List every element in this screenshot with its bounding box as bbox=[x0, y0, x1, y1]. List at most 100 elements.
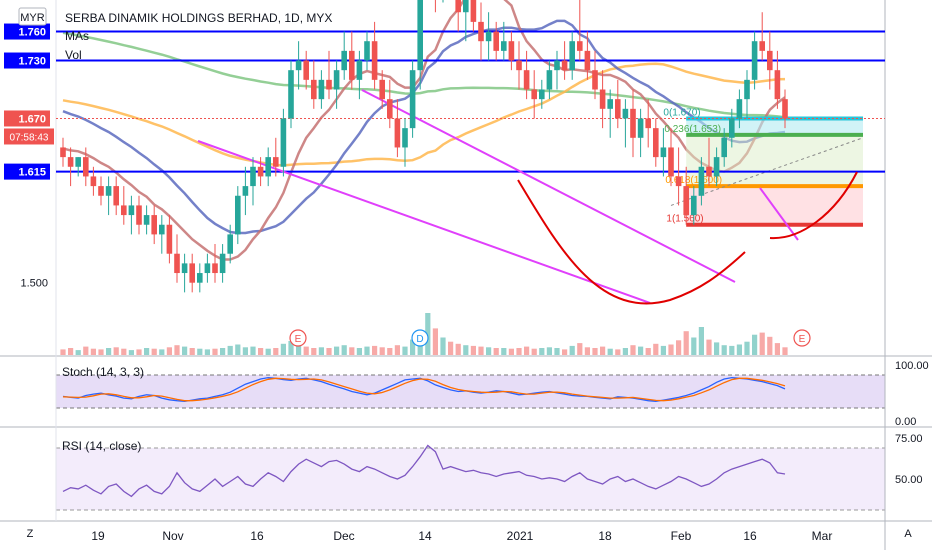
stoch-d-line bbox=[62, 377, 786, 402]
fib-label: 0.236(1.653) bbox=[664, 124, 721, 135]
volume-bar bbox=[463, 345, 469, 355]
candle-body bbox=[592, 70, 598, 90]
candle-body bbox=[470, 0, 477, 22]
last-price-badge bbox=[4, 110, 50, 127]
fib-label: 1(1.560) bbox=[666, 214, 703, 225]
candles bbox=[60, 0, 788, 293]
candle-body bbox=[584, 50, 591, 71]
volume-bar bbox=[402, 346, 408, 355]
candle-body bbox=[698, 166, 705, 196]
volume-bar bbox=[265, 348, 271, 355]
candle-body bbox=[615, 99, 621, 119]
stoch-tick: 100.00 bbox=[895, 360, 929, 372]
candle-body bbox=[166, 224, 173, 254]
candle-body bbox=[622, 108, 629, 119]
volume-bar bbox=[326, 348, 332, 355]
indicator-mas[interactable]: MAs bbox=[65, 29, 89, 43]
volume-bar bbox=[714, 342, 720, 355]
volume-bar bbox=[577, 343, 583, 355]
dividend-marker-label: D bbox=[416, 334, 423, 345]
candle-body bbox=[128, 205, 135, 216]
volume-bar bbox=[554, 348, 560, 355]
candle-body bbox=[311, 79, 317, 100]
candle-body bbox=[212, 263, 218, 274]
cup-target-curve bbox=[769, 171, 858, 240]
indicator-vol[interactable]: Vol bbox=[65, 48, 82, 62]
volume-bar bbox=[455, 343, 461, 355]
level-badge-text: 1.730 bbox=[18, 56, 46, 68]
candle-body bbox=[379, 79, 385, 100]
volume-bar bbox=[440, 337, 446, 355]
candle-body bbox=[637, 118, 644, 138]
volume-bar bbox=[151, 348, 157, 355]
candle-body bbox=[675, 176, 682, 187]
countdown-badge bbox=[4, 128, 54, 145]
volume-bar bbox=[486, 347, 492, 355]
volume-bar bbox=[113, 347, 119, 355]
candle-body bbox=[516, 60, 522, 71]
candle-body bbox=[569, 41, 575, 71]
candle-body bbox=[630, 108, 636, 138]
volume-bar bbox=[782, 347, 788, 355]
volume-bar bbox=[410, 339, 416, 355]
upper-channel-line bbox=[361, 89, 736, 283]
stoch-label[interactable]: Stoch (14, 3, 3) bbox=[62, 365, 144, 379]
oscillators bbox=[62, 376, 786, 498]
candle-body bbox=[554, 60, 560, 71]
stoch-tick: 0.00 bbox=[895, 416, 916, 428]
last-price-text: 1.670 bbox=[18, 113, 46, 125]
volume-bar bbox=[174, 345, 180, 355]
volume-bar bbox=[774, 343, 780, 355]
volume-bar bbox=[128, 350, 134, 355]
candle-body bbox=[561, 60, 568, 71]
fib-zone-2 bbox=[686, 186, 863, 225]
volume-bar bbox=[607, 348, 613, 355]
rsi-band bbox=[56, 448, 885, 510]
candle-body bbox=[349, 50, 355, 80]
auto-scale-toggle[interactable]: A bbox=[904, 528, 912, 540]
rsi-label[interactable]: RSI (14, close) bbox=[62, 439, 141, 453]
currency-label: MYR bbox=[20, 12, 45, 24]
candle-body bbox=[607, 99, 613, 109]
candle-body bbox=[98, 186, 104, 196]
candle-body bbox=[782, 99, 788, 119]
candle-body bbox=[273, 157, 279, 167]
candle-body bbox=[67, 157, 74, 167]
candle-body bbox=[546, 70, 553, 90]
candle-body bbox=[189, 263, 195, 283]
volume-bar bbox=[182, 346, 188, 355]
volume-bar bbox=[68, 348, 74, 355]
candle-body bbox=[121, 205, 127, 216]
candle-body bbox=[326, 79, 332, 90]
volume-bar bbox=[508, 348, 514, 355]
currency-badge[interactable] bbox=[18, 7, 47, 26]
chart-title[interactable]: SERBA DINAMIK HOLDINGS BERHAD, 1D, MYX bbox=[65, 11, 332, 25]
volume-bar bbox=[752, 334, 758, 355]
candle-body bbox=[394, 118, 401, 148]
volume-bar bbox=[546, 347, 552, 355]
candle-body bbox=[729, 118, 735, 138]
volume-bar bbox=[706, 339, 712, 355]
volume-bar bbox=[166, 347, 172, 355]
volume-bar bbox=[615, 349, 621, 355]
candle-body bbox=[485, 31, 492, 42]
volume-bar bbox=[296, 344, 302, 355]
candle-body bbox=[713, 157, 720, 177]
candle-body bbox=[318, 79, 325, 100]
candle-body bbox=[197, 273, 203, 283]
volume-bar bbox=[280, 343, 286, 355]
zoom-toggle-z[interactable]: Z bbox=[27, 528, 34, 540]
volume-bar bbox=[501, 348, 507, 355]
candle-body bbox=[83, 157, 89, 177]
candle-body bbox=[599, 89, 606, 109]
candle-body bbox=[387, 99, 393, 119]
volume-bar bbox=[90, 348, 96, 355]
volume-bar bbox=[387, 348, 393, 355]
candle-body bbox=[181, 263, 188, 274]
candle-body bbox=[280, 118, 287, 167]
candle-body bbox=[759, 41, 765, 51]
level-badge bbox=[4, 163, 50, 180]
candle-body bbox=[455, 0, 461, 13]
candle-body bbox=[265, 157, 271, 177]
